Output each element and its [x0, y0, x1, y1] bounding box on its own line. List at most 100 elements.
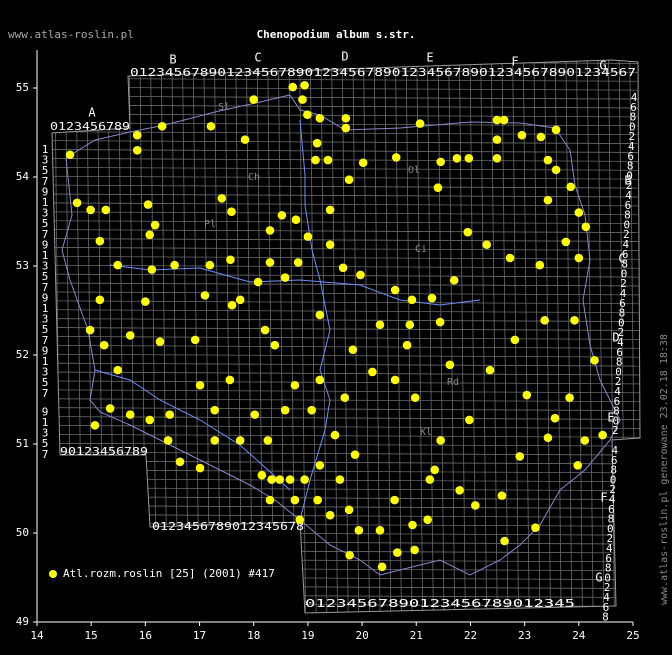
occurrence-point — [195, 380, 205, 390]
occurrence-point — [492, 154, 502, 163]
occurrence-point — [249, 95, 259, 104]
grid-digit: 0 — [626, 169, 633, 182]
occurrence-point — [551, 125, 561, 135]
occurrence-point — [543, 155, 553, 165]
occurrence-point — [72, 198, 82, 208]
grid-digits: 0123456789012345678901234567890123456789… — [130, 66, 636, 79]
grid-line — [533, 60, 541, 613]
grid-digit: 1 — [42, 143, 49, 156]
grid-line — [150, 60, 157, 613]
x-tick-label: 14 — [30, 629, 44, 642]
occurrence-point — [344, 505, 354, 515]
grid-digit: 5 — [42, 437, 49, 450]
grid-digit: 5 — [42, 217, 49, 230]
legend-marker — [49, 570, 57, 578]
occurrence-point — [540, 315, 549, 325]
occurrence-point — [315, 113, 325, 123]
grid-digit: 2 — [617, 326, 624, 339]
grid-digit: 7 — [42, 281, 49, 294]
occurrence-point — [574, 208, 584, 217]
grid-digit: 3 — [42, 313, 49, 326]
grid-digit: 6 — [605, 552, 612, 565]
occurrence-point — [500, 536, 509, 546]
occurrence-point — [132, 130, 142, 140]
occurrence-point — [325, 510, 335, 520]
grid-letter: B — [169, 53, 176, 67]
y-tick-label: 53 — [16, 259, 29, 272]
grid-line — [597, 60, 605, 613]
occurrence-point — [210, 405, 220, 415]
occurrence-point — [85, 325, 95, 335]
grid-digit: 4 — [606, 542, 613, 555]
grid-line — [52, 175, 640, 180]
grid-digit: 6 — [630, 101, 637, 114]
x-tick-label: 23 — [518, 629, 531, 642]
grid-digit: 8 — [619, 307, 626, 320]
grid-line — [52, 229, 640, 234]
occurrence-point — [375, 320, 385, 330]
occurrence-point — [390, 285, 400, 295]
grid-line — [458, 60, 466, 613]
occurrence-point — [427, 293, 437, 303]
grid-line — [544, 60, 551, 613]
occurrence-point — [315, 375, 325, 385]
grid-digit: 8 — [613, 405, 620, 418]
grid-digit: 8 — [608, 513, 615, 526]
occurrence-point — [543, 433, 553, 443]
occurrence-point — [235, 295, 245, 305]
occurrence-point — [298, 95, 307, 104]
grid-digit: 4 — [631, 91, 638, 104]
grid-digit: 2 — [623, 228, 630, 241]
occurrence-point — [465, 415, 474, 425]
occurrence-point — [280, 273, 290, 282]
occurrence-point — [410, 393, 420, 403]
grid-digits: 01234567890123456789012345 — [305, 597, 575, 610]
occurrence-point — [143, 200, 153, 209]
occurrence-point — [99, 340, 109, 350]
occurrence-point — [125, 410, 135, 419]
occurrence-point — [113, 365, 123, 375]
grid-digit: 6 — [608, 503, 615, 516]
grid-line — [52, 335, 640, 340]
x-tick-label: 24 — [572, 629, 586, 642]
grid-digit: 0 — [615, 365, 622, 378]
occurrence-point — [313, 495, 322, 505]
grid-digits: 90123456789 — [60, 445, 148, 458]
grid-line — [52, 353, 640, 358]
grid-line — [160, 60, 168, 613]
grid-digit: 4 — [622, 238, 629, 251]
occurrence-point — [295, 515, 305, 524]
x-tick-label: 20 — [355, 629, 368, 642]
grid-digit: 9 — [42, 405, 49, 418]
occurrence-point — [90, 421, 100, 430]
occurrence-point — [267, 475, 276, 484]
grid-digit: 1 — [42, 249, 49, 262]
grid-letter: G — [595, 571, 602, 585]
grid-digit: 2 — [606, 532, 613, 545]
occurrence-point — [535, 260, 545, 270]
grid-digit: 8 — [605, 562, 612, 575]
occurrence-point — [250, 410, 260, 419]
grid-line — [501, 60, 509, 613]
occurrence-point — [348, 345, 358, 354]
occurrence-point — [175, 457, 185, 467]
grid-digit: 6 — [627, 150, 634, 163]
occurrence-point — [580, 436, 590, 445]
occurrence-point — [464, 154, 474, 163]
occurrence-point — [408, 520, 417, 530]
occurrence-point — [275, 475, 285, 484]
grid-line — [52, 380, 640, 385]
grid-line — [52, 371, 640, 376]
occurrence-point — [497, 491, 507, 500]
grid-line — [52, 238, 640, 242]
occurrence-point — [393, 548, 402, 557]
occurrence-point — [335, 475, 345, 484]
occurrence-point — [517, 130, 527, 140]
occurrence-point — [423, 515, 432, 524]
grid-line — [182, 60, 189, 613]
y-tick-label: 49 — [16, 615, 29, 628]
grid-digits: 0123456789012345678 — [152, 520, 304, 533]
grid-digit: 9 — [42, 344, 49, 357]
grid-digit: 9 — [42, 185, 49, 198]
occurrence-point — [307, 405, 317, 415]
